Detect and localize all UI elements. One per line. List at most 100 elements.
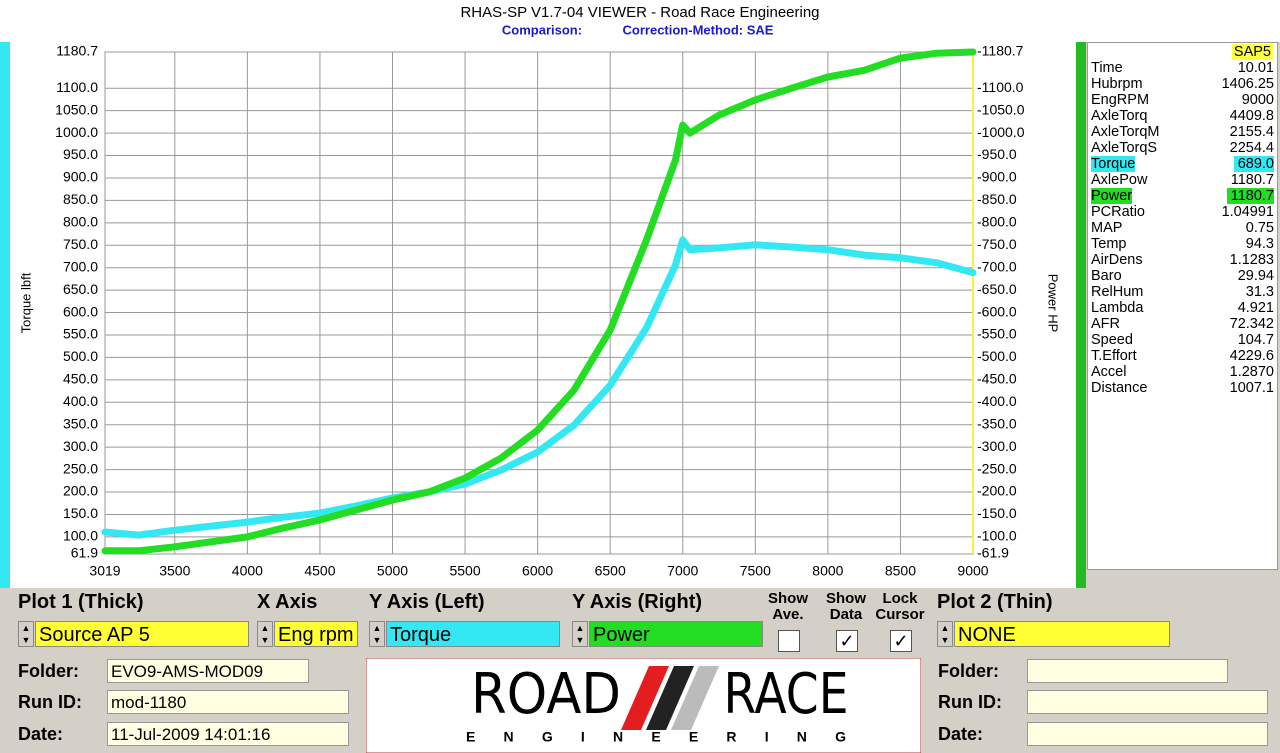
logo: ROAD RACE E N G I N E E R I N G: [366, 658, 921, 753]
readout-name: Power: [1091, 188, 1133, 204]
x-tick-label: 4000: [232, 563, 263, 579]
logo-race: RACE: [724, 662, 849, 727]
x-tick-label: 8500: [885, 563, 916, 579]
plot1-select[interactable]: Source AP 5: [35, 621, 249, 647]
x-tick-label: 7000: [667, 563, 698, 579]
y2-tick-label: -200.0: [977, 483, 1017, 499]
readout-name: PCRatio: [1091, 204, 1145, 220]
y-tick-label: 1050.0: [55, 101, 98, 117]
y2-tick-label: -450.0: [977, 371, 1017, 387]
spinner[interactable]: ▲ ▼: [369, 621, 385, 647]
y2-tick-label: -150.0: [977, 505, 1017, 521]
readout-name: Hubrpm: [1091, 76, 1143, 92]
y-tick-label: 1000.0: [55, 124, 98, 140]
readout-name: AxleTorqS: [1091, 140, 1158, 156]
x-tick-label: 8000: [812, 563, 843, 579]
x-tick-label: 9000: [957, 563, 988, 579]
readout-row: Baro 29.94: [1088, 268, 1277, 284]
readout-row: AFR 72.342: [1088, 316, 1277, 332]
lock-cursor-checkbox[interactable]: ✓: [890, 630, 912, 652]
y2-tick-label: -600.0: [977, 303, 1017, 319]
y-tick-label: 450.0: [63, 371, 98, 387]
x-tick-label: 6500: [595, 563, 626, 579]
readout-value: 72.342: [1229, 316, 1274, 332]
readout-value: 104.7: [1237, 332, 1274, 348]
readout-value: 94.3: [1245, 236, 1274, 252]
y-tick-label: 400.0: [63, 393, 98, 409]
plot2-select[interactable]: NONE: [954, 621, 1170, 647]
readout-row: Hubrpm 1406.25: [1088, 76, 1277, 92]
readout-row: AxleTorq 4409.8: [1088, 108, 1277, 124]
x-tick-label: 5000: [377, 563, 408, 579]
readout-row: AxleTorqM 2155.4: [1088, 124, 1277, 140]
readout-row: Torque 689.0: [1088, 156, 1277, 172]
comparison-label: Comparison:: [502, 22, 582, 37]
spinner[interactable]: ▲ ▼: [572, 621, 588, 647]
y2-tick-label: -61.9: [977, 545, 1009, 561]
readout-name: AxlePow: [1091, 172, 1148, 188]
readout-name: Baro: [1091, 268, 1122, 284]
y-tick-label: 61.9: [71, 545, 98, 561]
date-field: 11-Jul-2009 14:01:16: [107, 722, 349, 746]
y-tick-label: 100.0: [63, 528, 98, 544]
text: Lock: [882, 590, 918, 607]
spinner[interactable]: ▲ ▼: [18, 621, 34, 647]
text: Data: [829, 606, 863, 623]
readout-row: Power 1180.7: [1088, 188, 1277, 204]
x-tick-label: 5500: [449, 563, 480, 579]
logo-road: ROAD: [471, 662, 621, 727]
y-right-select[interactable]: Power: [589, 621, 763, 647]
spinner[interactable]: ▲ ▼: [257, 621, 273, 647]
spinner[interactable]: ▲ ▼: [937, 621, 953, 647]
y-tick-label: 150.0: [63, 505, 98, 521]
readout-value: 1180.7: [1226, 188, 1274, 204]
y-tick-label: 500.0: [63, 348, 98, 364]
x-axis-select[interactable]: Eng rpm: [274, 621, 358, 647]
readout-row: AirDens 1.1283: [1088, 252, 1277, 268]
x-tick-label: 3019: [89, 563, 120, 579]
y2-tick-label: -800.0: [977, 214, 1017, 230]
y-tick-label: 900.0: [63, 169, 98, 185]
y-tick-label: 800.0: [63, 214, 98, 230]
plot2-label: Plot 2 (Thin): [937, 591, 1053, 613]
y2-axis-label: Power HP: [1046, 274, 1061, 333]
y-tick-label: 200.0: [63, 483, 98, 499]
run-id-label-2: Run ID:: [938, 692, 1002, 712]
readout-value: 1.1283: [1229, 252, 1274, 268]
date-label-2: Date:: [938, 724, 984, 744]
y-tick-label: 300.0: [63, 438, 98, 454]
series-line: [101, 236, 977, 539]
x-tick-label: 7500: [740, 563, 771, 579]
run-id-field-2: [1027, 690, 1268, 714]
readout-value: 689.0: [1233, 156, 1274, 172]
plot1-label: Plot 1 (Thick): [18, 591, 144, 613]
y2-tick-label: -500.0: [977, 348, 1017, 364]
readout-value: 31.3: [1245, 284, 1274, 300]
readout-name: AFR: [1091, 316, 1120, 332]
chart: RHAS-SP V1.7-04 VIEWER - Road Race Engin…: [0, 0, 1280, 588]
readout-row: Distance 1007.1: [1088, 380, 1277, 396]
x-axis-label: X Axis: [257, 591, 318, 613]
y2-tick-label: -850.0: [977, 191, 1017, 207]
readout-name: Temp: [1091, 236, 1127, 252]
folder-label: Folder:: [18, 661, 79, 681]
readout-value: 10.01: [1237, 60, 1274, 76]
y2-tick-label: -100.0: [977, 528, 1017, 544]
readout-value: 1180.7: [1230, 172, 1274, 188]
y-tick-label: 850.0: [63, 191, 98, 207]
y2-tick-label: -900.0: [977, 169, 1017, 185]
logo-stripe: [646, 666, 694, 730]
y-left-select[interactable]: Torque: [386, 621, 560, 647]
logo-stripe: [621, 666, 669, 730]
readout-name: Torque: [1091, 156, 1136, 172]
readout-row: PCRatio 1.04991: [1088, 204, 1277, 220]
readout-value: 4409.8: [1229, 108, 1274, 124]
y-tick-label: 750.0: [63, 236, 98, 252]
readout-name: Lambda: [1091, 300, 1144, 316]
show-data-checkbox[interactable]: ✓: [836, 630, 858, 652]
show-ave-checkbox[interactable]: [778, 630, 800, 652]
readout-header: SAP5: [1231, 44, 1273, 60]
y-tick-label: 600.0: [63, 303, 98, 319]
x-tick-label: 4500: [304, 563, 335, 579]
